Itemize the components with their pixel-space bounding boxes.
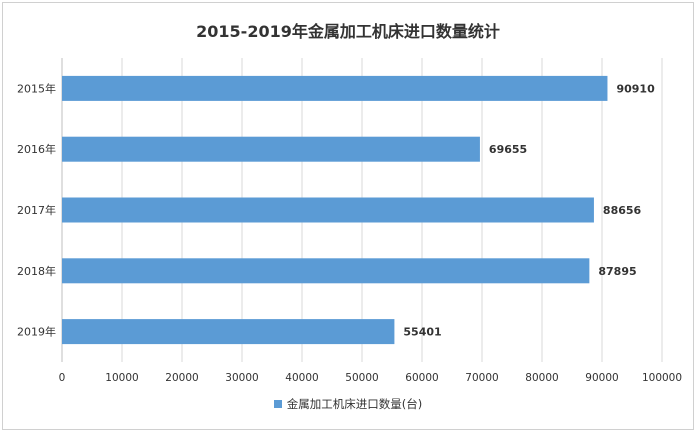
data-label: 55401 bbox=[403, 326, 441, 339]
category-label: 2019年 bbox=[17, 325, 56, 339]
data-label: 88656 bbox=[603, 204, 642, 217]
bar bbox=[62, 319, 395, 345]
x-tick-label: 40000 bbox=[285, 372, 318, 384]
x-tick-label: 80000 bbox=[525, 372, 558, 384]
x-tick-label: 100000 bbox=[642, 372, 682, 384]
category-label: 2015年 bbox=[17, 81, 56, 95]
category-label: 2016年 bbox=[17, 142, 56, 156]
x-tick-label: 50000 bbox=[345, 372, 378, 384]
x-tick-label: 10000 bbox=[105, 372, 138, 384]
chart-title: 2015-2019年金属加工机床进口数量统计 bbox=[196, 22, 500, 41]
x-tick-label: 30000 bbox=[225, 372, 258, 384]
x-tick-label: 20000 bbox=[165, 372, 198, 384]
legend: 金属加工机床进口数量(台) bbox=[0, 396, 696, 412]
bar bbox=[62, 136, 480, 162]
data-label: 87895 bbox=[598, 265, 636, 278]
category-label: 2017年 bbox=[17, 203, 56, 217]
x-tick-label: 90000 bbox=[585, 372, 618, 384]
x-tick-label: 60000 bbox=[405, 372, 438, 384]
x-tick-label: 70000 bbox=[465, 372, 498, 384]
data-label: 69655 bbox=[489, 143, 527, 156]
bar bbox=[62, 197, 594, 223]
category-label: 2018年 bbox=[17, 264, 56, 278]
bar bbox=[62, 75, 608, 101]
bar bbox=[62, 258, 590, 284]
x-tick-label: 0 bbox=[59, 372, 66, 384]
legend-swatch bbox=[273, 400, 282, 408]
legend-label: 金属加工机床进口数量(台) bbox=[286, 397, 423, 411]
data-label: 90910 bbox=[616, 82, 655, 95]
